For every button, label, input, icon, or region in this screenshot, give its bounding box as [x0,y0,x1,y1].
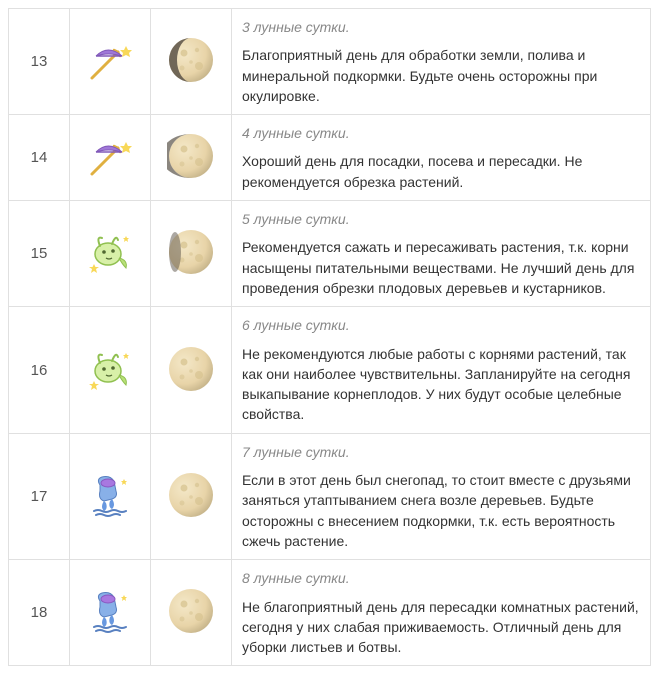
moon-phase-icon [151,307,232,433]
description-cell: 6 лунные сутки. Не рекомендуются любые ра… [232,307,651,433]
day-number: 16 [9,307,70,433]
zodiac-icon-capricorn [70,307,151,433]
description-cell: 3 лунные сутки. Благоприятный день для об… [232,9,651,115]
table-row: 15 5 лунные сутки. Рекомендуется сажать и … [9,201,651,307]
description-text: Если в этот день был снегопад, то стоит … [242,470,640,551]
moon-phase-icon [151,201,232,307]
day-number: 17 [9,433,70,559]
zodiac-icon-sagittarius [70,115,151,201]
description-cell: 7 лунные сутки. Если в этот день был снег… [232,433,651,559]
table-row: 17 7 лунные сутки. Если в этот день был сн… [9,433,651,559]
lunar-day-label: 3 лунные сутки. [242,17,640,37]
day-number: 15 [9,201,70,307]
moon-phase-icon [151,9,232,115]
lunar-day-label: 8 лунные сутки. [242,568,640,588]
lunar-day-label: 7 лунные сутки. [242,442,640,462]
lunar-day-label: 4 лунные сутки. [242,123,640,143]
moon-phase-icon [151,433,232,559]
day-number: 14 [9,115,70,201]
moon-phase-icon [151,115,232,201]
lunar-calendar-table: 13 3 лунные сутки. Благоприятный день для … [8,8,651,666]
zodiac-icon-capricorn [70,201,151,307]
table-row: 18 8 лунные сутки. Не благоприятный день д… [9,560,651,666]
zodiac-icon-aquarius [70,433,151,559]
description-text: Не рекомендуются любые работы с корнями … [242,344,640,425]
lunar-day-label: 6 лунные сутки. [242,315,640,335]
day-number: 18 [9,560,70,666]
description-cell: 4 лунные сутки. Хороший день для посадки,… [232,115,651,201]
description-text: Рекомендуется сажать и пересаживать раст… [242,237,640,298]
table-row: 13 3 лунные сутки. Благоприятный день для … [9,9,651,115]
description-text: Благоприятный день для обработки земли, … [242,45,640,106]
zodiac-icon-sagittarius [70,9,151,115]
moon-phase-icon [151,560,232,666]
lunar-day-label: 5 лунные сутки. [242,209,640,229]
description-cell: 5 лунные сутки. Рекомендуется сажать и пе… [232,201,651,307]
table-row: 16 6 лунные сутки. Не рекомендуются любые … [9,307,651,433]
description-cell: 8 лунные сутки. Не благоприятный день для… [232,560,651,666]
table-row: 14 4 лунные сутки. Хороший день для посадк… [9,115,651,201]
zodiac-icon-aquarius [70,560,151,666]
day-number: 13 [9,9,70,115]
description-text: Не благоприятный день для пересадки комн… [242,597,640,658]
description-text: Хороший день для посадки, посева и перес… [242,151,640,192]
